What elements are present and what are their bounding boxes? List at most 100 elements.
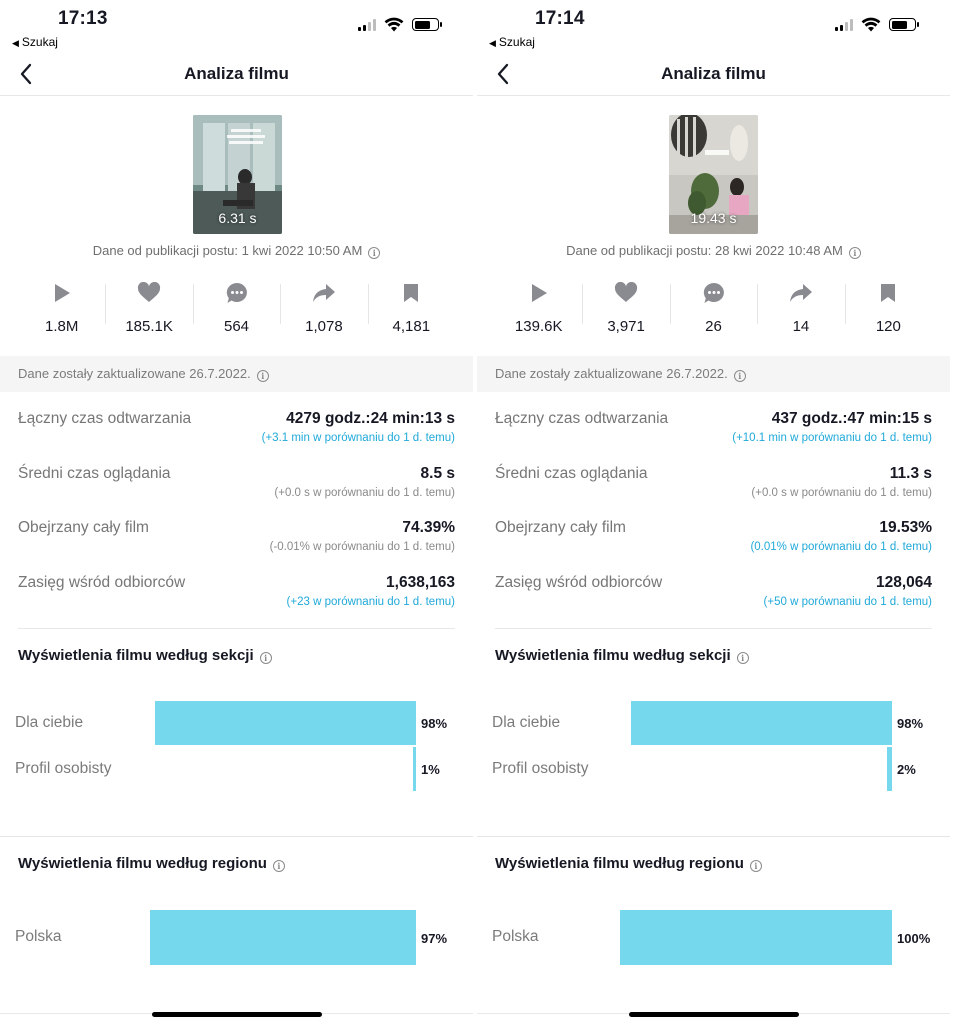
metrics-list: Łączny czas odtwarzania 4279 godz.:24 mi… [18,402,455,620]
share-icon [789,284,812,302]
stat-shares: 1,078 [280,280,367,340]
nav-bar: Analiza filmu [477,52,950,96]
home-indicator[interactable] [628,1012,799,1017]
bar-fill [620,910,892,965]
metric-value: 128,064 [875,573,932,591]
thumbnail-image [193,115,282,234]
info-icon[interactable]: i [256,370,269,382]
bar-fill [631,701,892,745]
metric-compare: (+23 w porównaniu do 1 d. temu) [286,595,455,608]
chevron-left-icon [20,63,32,85]
home-indicator[interactable] [151,1012,322,1017]
stat-shares: 14 [757,280,844,340]
cellular-signal-icon [835,18,853,31]
metric-compare: (-0.01% w porównaniu do 1 d. temu) [269,541,455,553]
metric-compare: (+3.1 min w porównaniu do 1 d. temu) [261,432,455,444]
metric-label: Średni czas oglądania [18,464,171,482]
info-icon[interactable]: i [733,370,746,382]
info-icon[interactable]: i [259,652,272,664]
metric-label: Łączny czas odtwarzania [495,410,669,427]
share-icon [312,284,335,302]
stat-comments-value: 26 [705,318,722,335]
region-bar-row: Polska 97% [0,910,473,965]
publish-date: Dane od publikacji postu: 1 kwi 2022 10:… [0,243,473,259]
thumbnail-duration: 19.43 s [690,210,737,226]
section-bar-row: Profil osobisty 2% [477,747,950,791]
bar-fill [155,701,416,745]
status-back-link[interactable]: ◀ Szukaj [489,35,535,49]
video-analytics-panel-2: 17:14 ◀ Szukaj Analiza filmu 19.43 s [477,0,950,1024]
engagement-stats: 139.6K 3,971 26 14 120 [495,280,932,340]
stat-comments-value: 564 [224,318,250,335]
section-divider [0,836,473,837]
stat-saves-value: 120 [875,318,901,335]
back-triangle-icon: ◀ [12,38,19,48]
video-thumbnail[interactable]: 19.43 s [669,115,758,234]
stat-likes: 3,971 [582,280,669,340]
back-button[interactable] [489,60,517,88]
status-time: 17:14 [535,8,585,29]
back-button[interactable] [12,60,40,88]
section-bar-row: Dla ciebie 98% [0,701,473,745]
info-icon[interactable]: i [848,247,861,259]
updated-text: Dane zostały zaktualizowane 26.7.2022. [18,366,251,381]
section-views-title-text: Wyświetlenia filmu według sekcji [495,647,731,664]
publish-date-text: Dane od publikacji postu: 28 kwi 2022 10… [566,243,843,258]
stat-plays-value: 139.6K [514,318,563,335]
bookmark-icon [404,284,419,302]
page-title: Analiza filmu [184,64,289,83]
info-icon[interactable]: i [272,860,285,872]
cellular-signal-icon [358,18,376,31]
bar-percent: 98% [421,716,448,731]
bar-percent: 2% [897,762,916,777]
metric-average-watch-time: Średni czas oglądania 11.3 s (+0.0 s w p… [495,457,932,512]
stat-comments: 26 [669,280,757,340]
data-updated-banner: Dane zostały zaktualizowane 26.7.2022. i [477,356,950,392]
stat-likes: 185.1K [105,280,192,340]
region-views-title: Wyświetlenia filmu według regionu i [18,855,285,872]
section-views-title: Wyświetlenia filmu według sekcji i [18,647,272,664]
section-bar-row: Dla ciebie 98% [477,701,950,745]
back-triangle-icon: ◀ [489,38,496,48]
stat-shares-value: 1,078 [305,318,343,335]
metric-total-play-time: Łączny czas odtwarzania 437 godz.:47 min… [495,402,932,457]
video-thumbnail[interactable]: 6.31 s [193,115,282,234]
metric-label: Średni czas oglądania [495,464,648,482]
metric-reach: Zasięg wśród odbiorców 128,064 (+50 w po… [495,566,932,621]
metric-value: 8.5 s [420,464,455,482]
region-views-title-text: Wyświetlenia filmu według regionu [495,855,744,872]
updated-text: Dane zostały zaktualizowane 26.7.2022. [495,366,728,381]
info-icon[interactable]: i [368,247,381,259]
info-icon[interactable]: i [736,652,749,664]
section-divider [477,836,950,837]
bar-label: Polska [492,928,539,945]
metric-label: Zasięg wśród odbiorców [495,573,663,591]
info-icon[interactable]: i [749,860,762,872]
bookmark-icon [881,284,896,302]
bar-label: Profil osobisty [15,760,112,777]
divider [495,628,932,629]
divider [18,628,455,629]
metric-value: 437 godz.:47 min:15 s [771,410,932,427]
stat-saves-value: 4,181 [392,318,431,335]
wifi-icon [861,17,881,32]
metric-label: Obejrzany cały film [495,519,626,536]
metric-full-watched: Obejrzany cały film 19.53% (0.01% w poró… [495,511,932,566]
bar-percent: 97% [421,931,448,946]
bar-percent: 1% [421,762,440,777]
status-back-label: Szukaj [498,35,535,49]
play-icon [531,284,547,302]
status-back-link[interactable]: ◀ Szukaj [12,35,58,49]
stat-shares-value: 14 [792,318,810,335]
metric-compare: (0.01% w porównaniu do 1 d. temu) [750,541,932,553]
metric-reach: Zasięg wśród odbiorców 1,638,163 (+23 w … [18,566,455,621]
section-views-title: Wyświetlenia filmu według sekcji i [495,647,749,664]
metric-total-play-time: Łączny czas odtwarzania 4279 godz.:24 mi… [18,402,455,457]
status-time: 17:13 [58,8,108,29]
bar-percent: 98% [897,716,924,731]
metric-full-watched: Obejrzany cały film 74.39% (-0.01% w por… [18,511,455,566]
engagement-stats: 1.8M 185.1K 564 1,078 4,181 [18,280,455,340]
heart-icon [138,282,161,302]
metrics-list: Łączny czas odtwarzania 437 godz.:47 min… [495,402,932,620]
comment-icon [226,282,247,303]
